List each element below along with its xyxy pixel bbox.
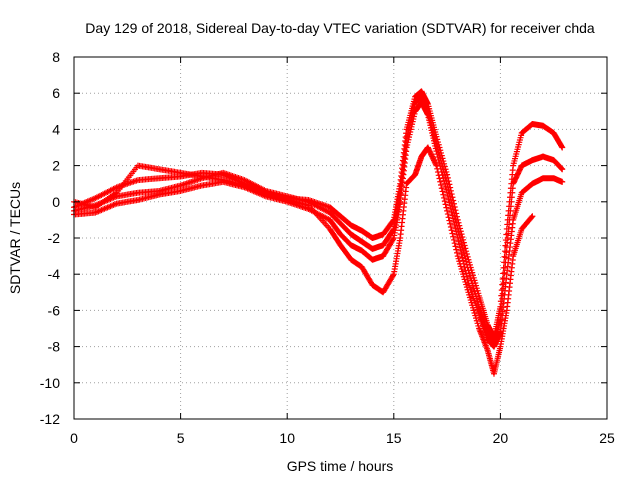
y-tick-label: 0: [52, 194, 60, 210]
y-tick-label: -8: [48, 339, 61, 355]
y-tick-label: -10: [40, 375, 60, 391]
axis-ticks: 0 5 10 15 20 25 -12 -10 -8 -6 -4 -2 0 2 4 6 8: [40, 49, 615, 446]
y-tick-label: 4: [52, 121, 60, 137]
data-marks: [71, 88, 566, 377]
y-tick-label: -12: [40, 411, 60, 427]
y-tick-label: -4: [48, 266, 61, 282]
x-tick-label: 20: [493, 430, 509, 446]
y-tick-label: 2: [52, 158, 60, 174]
x-tick-label: 0: [70, 430, 78, 446]
y-tick-label: -6: [48, 302, 61, 318]
x-tick-label: 10: [279, 430, 295, 446]
x-tick-label: 5: [177, 430, 185, 446]
grid: [74, 57, 607, 419]
y-tick-label: -2: [48, 230, 61, 246]
x-tick-label: 25: [599, 430, 615, 446]
chart-title: Day 129 of 2018, Sidereal Day-to-day VTE…: [85, 20, 595, 36]
y-axis-label: SDTVAR / TECUs: [7, 182, 23, 294]
x-axis-label: GPS time / hours: [287, 458, 394, 474]
y-tick-label: 8: [52, 49, 60, 65]
y-tick-label: 6: [52, 85, 60, 101]
x-tick-label: 15: [386, 430, 402, 446]
